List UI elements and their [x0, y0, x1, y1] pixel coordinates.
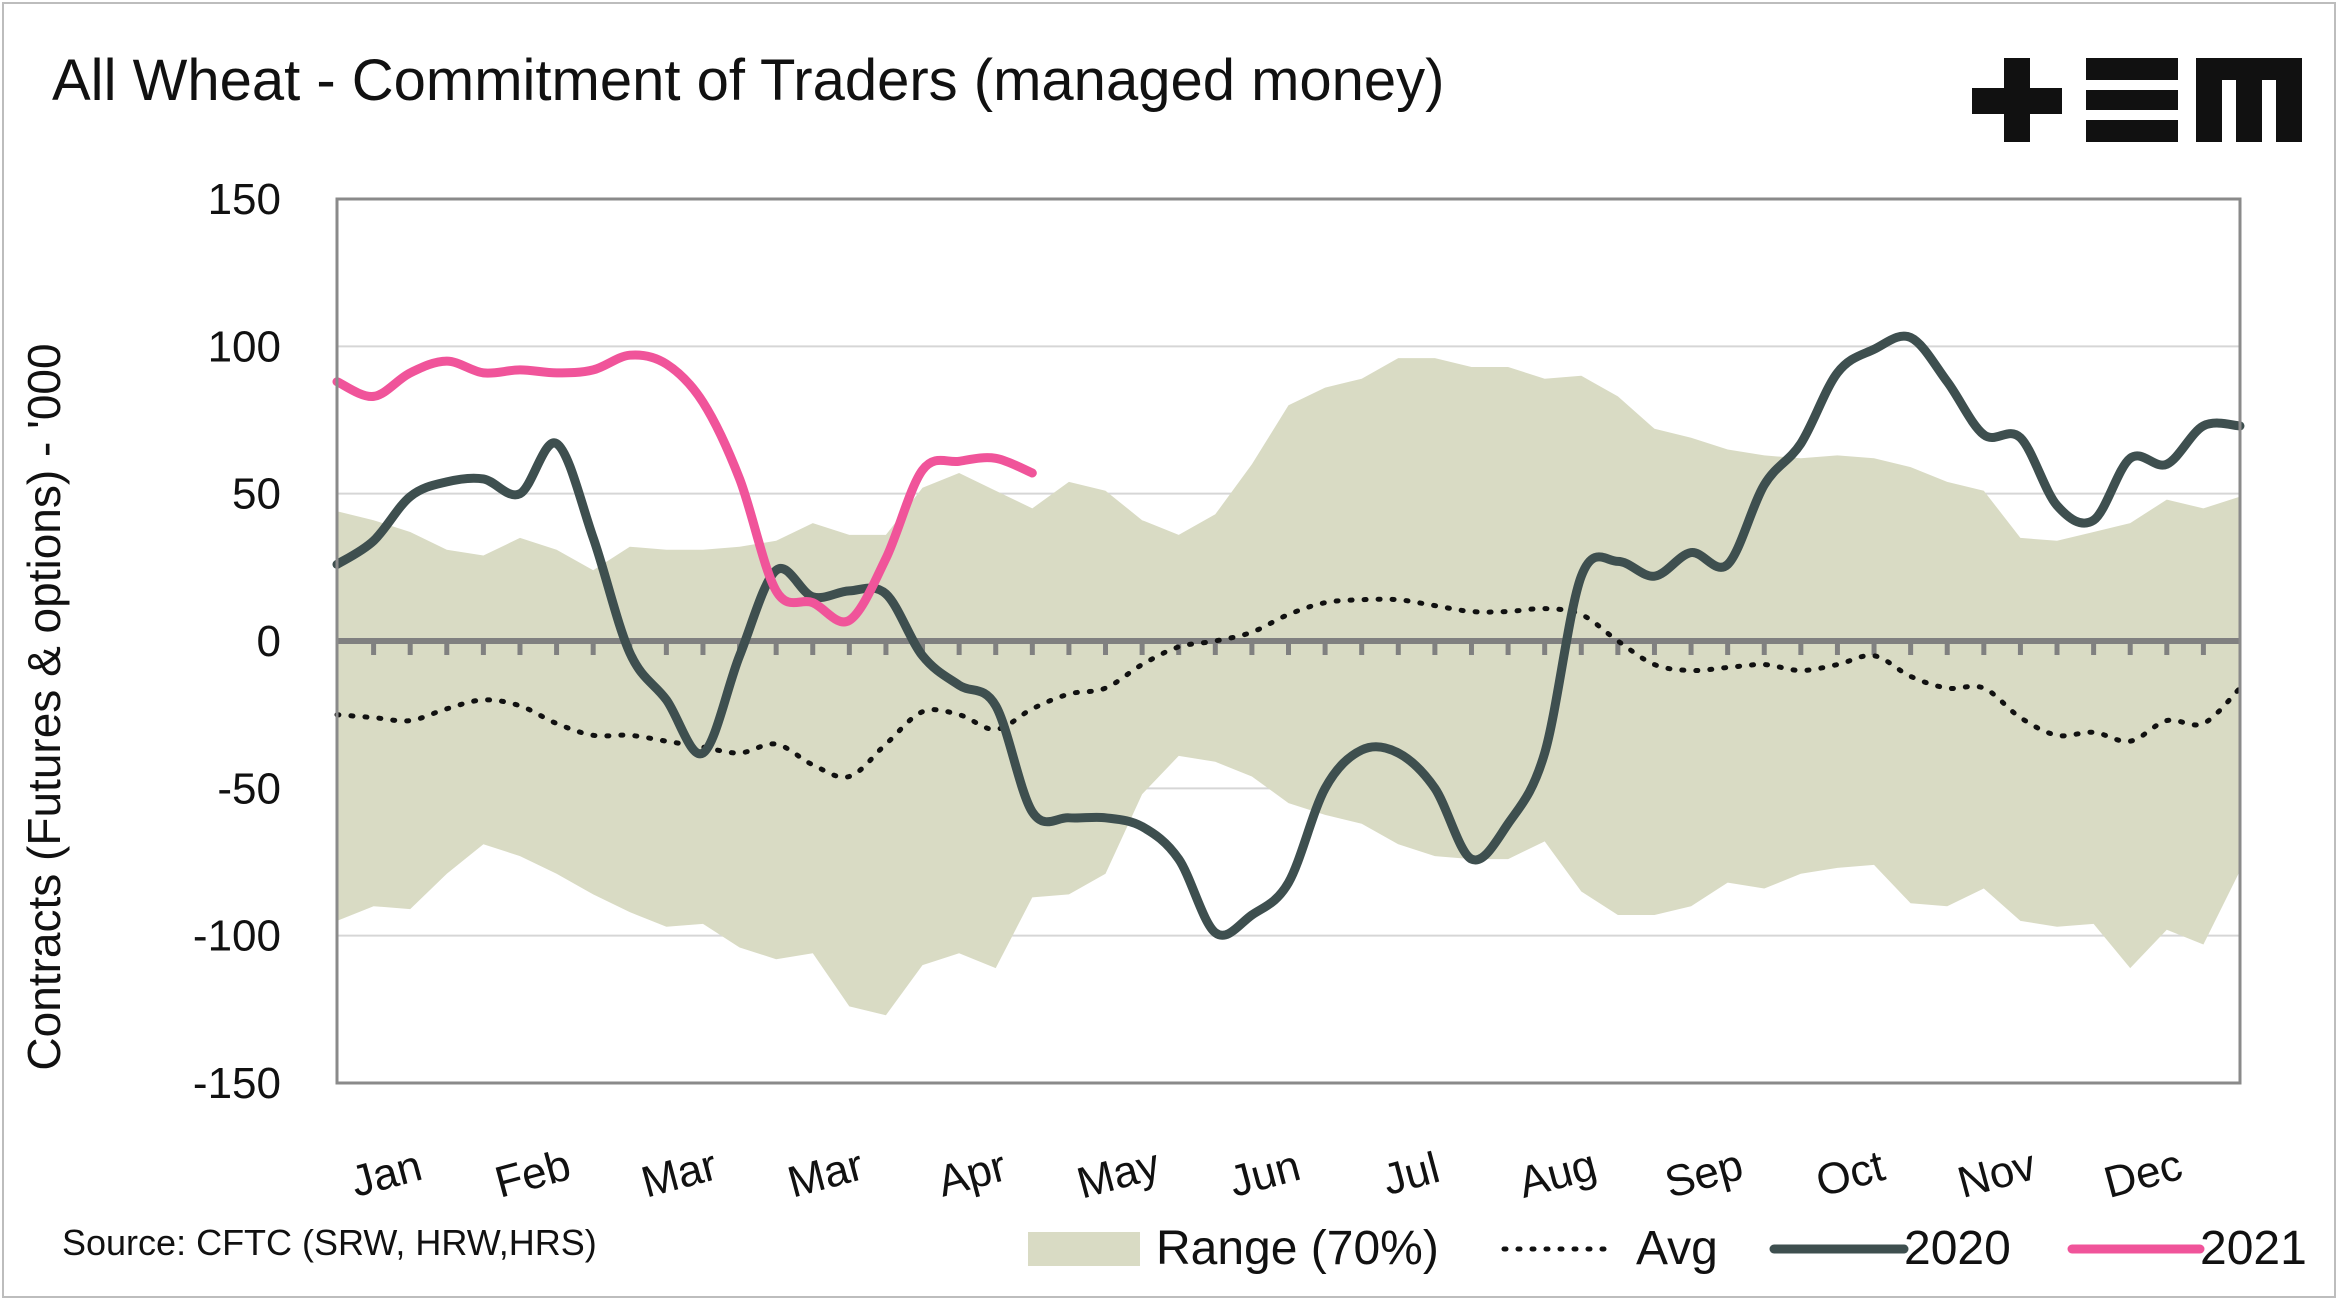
y-tick-label: 0 [257, 617, 281, 666]
x-tick-label: Jan [346, 1141, 427, 1207]
logo-m-shape [2196, 58, 2302, 142]
plot-border [335, 197, 2242, 1085]
x-tick-label: Mar [636, 1141, 722, 1208]
x-tick-label: Nov [1953, 1140, 2041, 1208]
tem-logo [1972, 58, 2302, 142]
x-tick-label: Jul [1378, 1143, 1445, 1205]
x-tick-label: Apr [933, 1141, 1012, 1206]
chart-title: All Wheat - Commitment of Traders (manag… [52, 48, 1444, 113]
legend-2021-label: 2021 [2200, 1222, 2307, 1275]
legend-avg-label: Avg [1636, 1222, 1718, 1275]
x-tick-label: Feb [490, 1141, 576, 1208]
x-tick-label: Oct [1811, 1141, 1890, 1206]
y-tick-labels: 150 100 50 0 -50 -100 -150 [193, 175, 281, 1108]
legend-item-2021: 2021 [2067, 1222, 2307, 1275]
x-tick-label: Jun [1224, 1141, 1305, 1207]
y-tick-label: -150 [193, 1059, 281, 1108]
series-2020-line [332, 331, 2245, 940]
series-2021-line [332, 350, 1037, 627]
y-tick-label: -100 [193, 912, 281, 961]
y-tick-label: -50 [217, 764, 281, 813]
source-note: Source: CFTC (SRW, HRW,HRS) [62, 1222, 597, 1263]
legend-item-2020: 2020 [1769, 1222, 2011, 1275]
y-tick-label: 100 [208, 322, 281, 371]
legend-range-swatch [1028, 1232, 1140, 1266]
x-tick-labels: Jan Feb Mar Mar Apr May Jun Jul Aug Sep Oct Nov Dec [346, 1140, 2187, 1209]
logo-plus-shape [1972, 58, 2062, 142]
range-band [337, 358, 2240, 1016]
legend-item-avg: Avg [1501, 1222, 1718, 1275]
logo-e-shape [2086, 58, 2178, 142]
y-tick-label: 150 [208, 175, 281, 224]
legend-item-range: Range (70%) [1028, 1222, 1439, 1275]
legend: Range (70%) Avg 2020 2021 [1028, 1222, 2307, 1275]
legend-2020-label: 2020 [1904, 1222, 2011, 1275]
x-tick-label: Sep [1660, 1140, 1748, 1208]
legend-range-label: Range (70%) [1156, 1222, 1439, 1275]
x-tick-label: Mar [783, 1141, 869, 1208]
x-tick-label: Aug [1513, 1140, 1601, 1208]
y-tick-label: 50 [232, 470, 281, 519]
x-tick-label: May [1072, 1140, 1165, 1209]
y-axis-label: Contracts (Futures & options) - '000 [18, 343, 70, 1070]
x-tick-label: Dec [2099, 1140, 2187, 1208]
